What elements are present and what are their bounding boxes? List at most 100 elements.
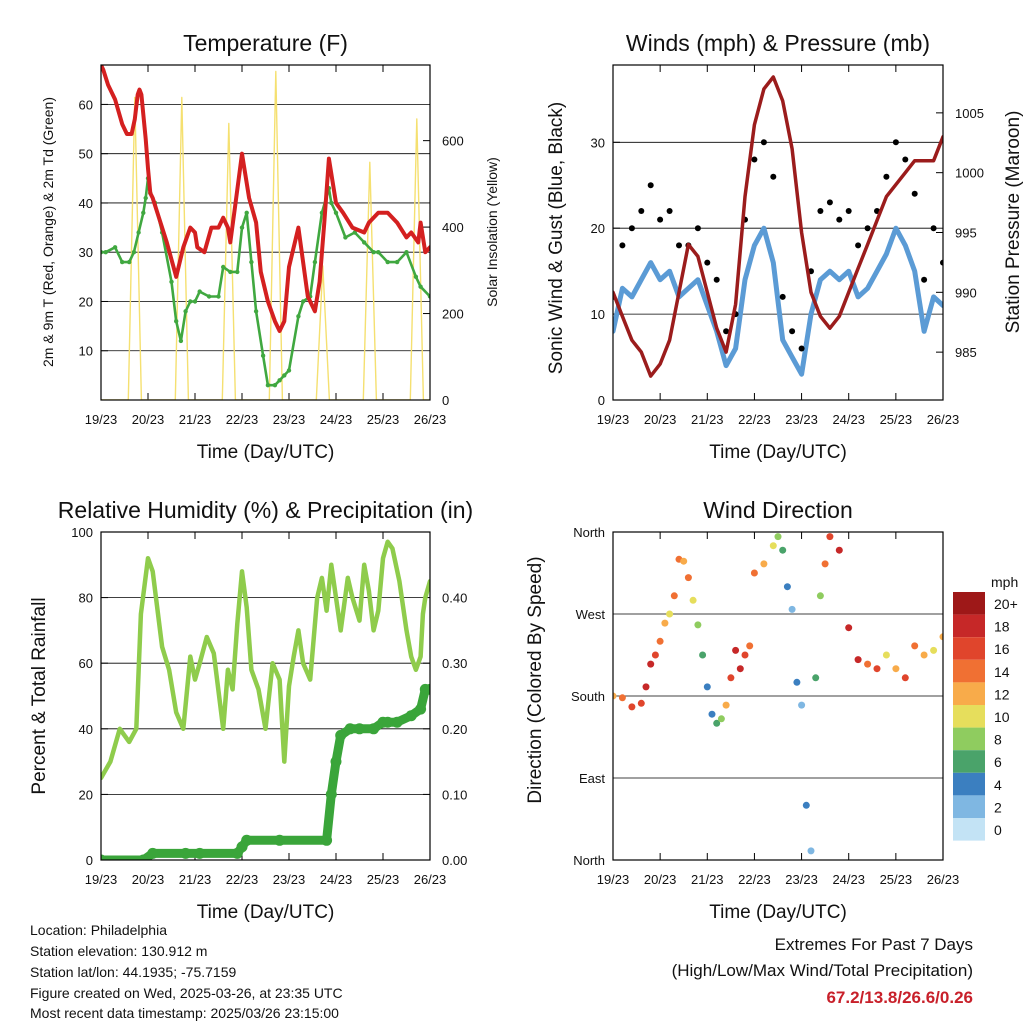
temp-xtick-label: 19/23 bbox=[85, 412, 118, 427]
gust-point bbox=[619, 242, 626, 249]
colorbar-label: 18 bbox=[994, 619, 1010, 635]
rh-ytick-label: 0 bbox=[86, 853, 93, 868]
colorbar-swatch bbox=[953, 772, 985, 796]
direction-point bbox=[892, 665, 900, 673]
colorbar-swatch bbox=[953, 659, 985, 683]
temp-ytick-label: 40 bbox=[79, 196, 93, 211]
station-elevation: Station elevation: 130.912 m bbox=[30, 943, 208, 959]
rh-ytick-label: 40 bbox=[79, 722, 93, 737]
direction-point bbox=[613, 692, 617, 700]
gust-point bbox=[713, 276, 720, 283]
colorbar-label: 2 bbox=[994, 799, 1002, 815]
extremes-values: 67.2/13.8/26.6/0.26 bbox=[826, 988, 973, 1007]
temp-ytick-label: 20 bbox=[79, 294, 93, 309]
dir-xtick-label: 23/23 bbox=[785, 872, 818, 887]
gust-point bbox=[902, 156, 909, 163]
dewpoint-point bbox=[362, 240, 367, 245]
direction-point bbox=[793, 678, 801, 686]
solar-line bbox=[101, 70, 430, 400]
colorbar-label: 16 bbox=[994, 641, 1010, 657]
wind-ytick-right-label: 985 bbox=[955, 345, 977, 360]
temp-xtick-label: 25/23 bbox=[367, 412, 400, 427]
temperature-line bbox=[101, 65, 430, 333]
dewpoint-point bbox=[333, 210, 339, 215]
colorbar-swatch bbox=[953, 682, 985, 705]
rh-ylabel: Percent & Total Rainfall bbox=[29, 597, 50, 794]
wind-ytick-right-label: 995 bbox=[955, 226, 977, 241]
dewpoint-point bbox=[352, 230, 357, 235]
colorbar-label: 0 bbox=[994, 822, 1002, 838]
direction-point bbox=[816, 592, 824, 600]
precip-point bbox=[382, 716, 394, 728]
dir-xtick-label: 20/23 bbox=[644, 872, 677, 887]
precip-point bbox=[180, 847, 192, 859]
rh-ytick-label: 60 bbox=[79, 656, 93, 671]
wind-ytick-right-label: 1005 bbox=[955, 106, 984, 121]
wind-xtick-label: 20/23 bbox=[644, 412, 677, 427]
gust-point bbox=[940, 259, 943, 266]
precip-point bbox=[101, 854, 107, 860]
dewpoint-point bbox=[169, 279, 174, 284]
precip-point bbox=[147, 847, 159, 859]
dir-xtick-label: 19/23 bbox=[597, 872, 630, 887]
temperature-panel: Temperature (F) Time (Day/UTC) 19/23 20/23 2… bbox=[40, 30, 500, 463]
dewpoint-point bbox=[228, 269, 233, 275]
dewpoint-point bbox=[376, 250, 381, 255]
temp-xtick-label: 20/23 bbox=[132, 412, 165, 427]
rh-xtick-label: 23/23 bbox=[273, 872, 306, 887]
rh-xtick-label: 22/23 bbox=[226, 872, 259, 887]
colorbar-label: 4 bbox=[994, 777, 1002, 793]
dewpoint-point bbox=[174, 319, 179, 324]
dir-ylabel: Direction (Colored By Speed) bbox=[525, 556, 546, 803]
temp-title: Temperature (F) bbox=[183, 30, 348, 56]
dewpoint-point bbox=[192, 299, 198, 304]
gust-point bbox=[826, 199, 833, 206]
rh-plot-frame bbox=[100, 531, 431, 861]
dewpoint-point bbox=[249, 259, 254, 265]
colorbar-swatch bbox=[953, 750, 985, 773]
direction-point bbox=[699, 651, 707, 659]
precip-point bbox=[137, 854, 149, 860]
temp-ytick-right-label: 200 bbox=[442, 307, 464, 322]
rh-xtick-label: 24/23 bbox=[320, 872, 353, 887]
direction-point bbox=[873, 665, 881, 673]
dewpoint-point bbox=[413, 274, 419, 279]
dewpoint-point bbox=[260, 353, 266, 358]
gust-point bbox=[694, 225, 701, 232]
gust-point bbox=[638, 208, 645, 214]
dewpoint-point bbox=[120, 259, 125, 265]
temp-ytick-right-label: 400 bbox=[442, 220, 464, 235]
direction-point bbox=[736, 665, 744, 673]
wind-direction-panel: Wind Direction Time (Day/UTC) 19/23 20/23 21… bbox=[525, 497, 959, 923]
precip-point bbox=[335, 729, 347, 741]
rh-xtick-label: 19/23 bbox=[85, 872, 118, 887]
direction-point bbox=[930, 646, 938, 654]
precip-point bbox=[415, 703, 427, 715]
direction-point bbox=[741, 651, 749, 659]
colorbar-swatch bbox=[953, 592, 985, 615]
dir-xtick-label: 26/23 bbox=[927, 872, 960, 887]
dewpoint-point bbox=[371, 250, 376, 255]
precip-point bbox=[354, 723, 365, 735]
direction-point bbox=[670, 592, 678, 600]
pressure-line bbox=[613, 75, 943, 378]
dir-title: Wind Direction bbox=[703, 497, 853, 523]
rh-title: Relative Humidity (%) & Precipitation (i… bbox=[58, 497, 473, 523]
rh-ytick-label: 20 bbox=[79, 787, 93, 802]
dewpoint-point bbox=[235, 269, 240, 275]
direction-point bbox=[821, 560, 829, 568]
wind-ylabel: Sonic Wind & Gust (Blue, Black) bbox=[546, 102, 567, 374]
temp-ytick-right-label: 600 bbox=[442, 134, 464, 149]
temp-xtick-label: 22/23 bbox=[226, 412, 259, 427]
gust-point bbox=[676, 242, 682, 249]
winds-pressure-panel: Winds (mph) & Pressure (mb) Time (Day/UTC… bbox=[546, 30, 1024, 463]
colorbar-label: 20+ bbox=[994, 596, 1018, 612]
speed-colorbar: mph 20+ 18 16 14 12 10 8 6 4 2 0 bbox=[953, 574, 1018, 841]
direction-point bbox=[864, 660, 872, 668]
rh-xtick-label: 25/23 bbox=[367, 872, 400, 887]
rh-ytick-right-label: 0.40 bbox=[442, 591, 467, 606]
dir-ytick-label: East bbox=[579, 771, 605, 786]
temp-ylabel: 2m & 9m T (Red, Orange) & 2m Td (Green) bbox=[40, 97, 56, 367]
dewpoint-point bbox=[216, 294, 221, 299]
